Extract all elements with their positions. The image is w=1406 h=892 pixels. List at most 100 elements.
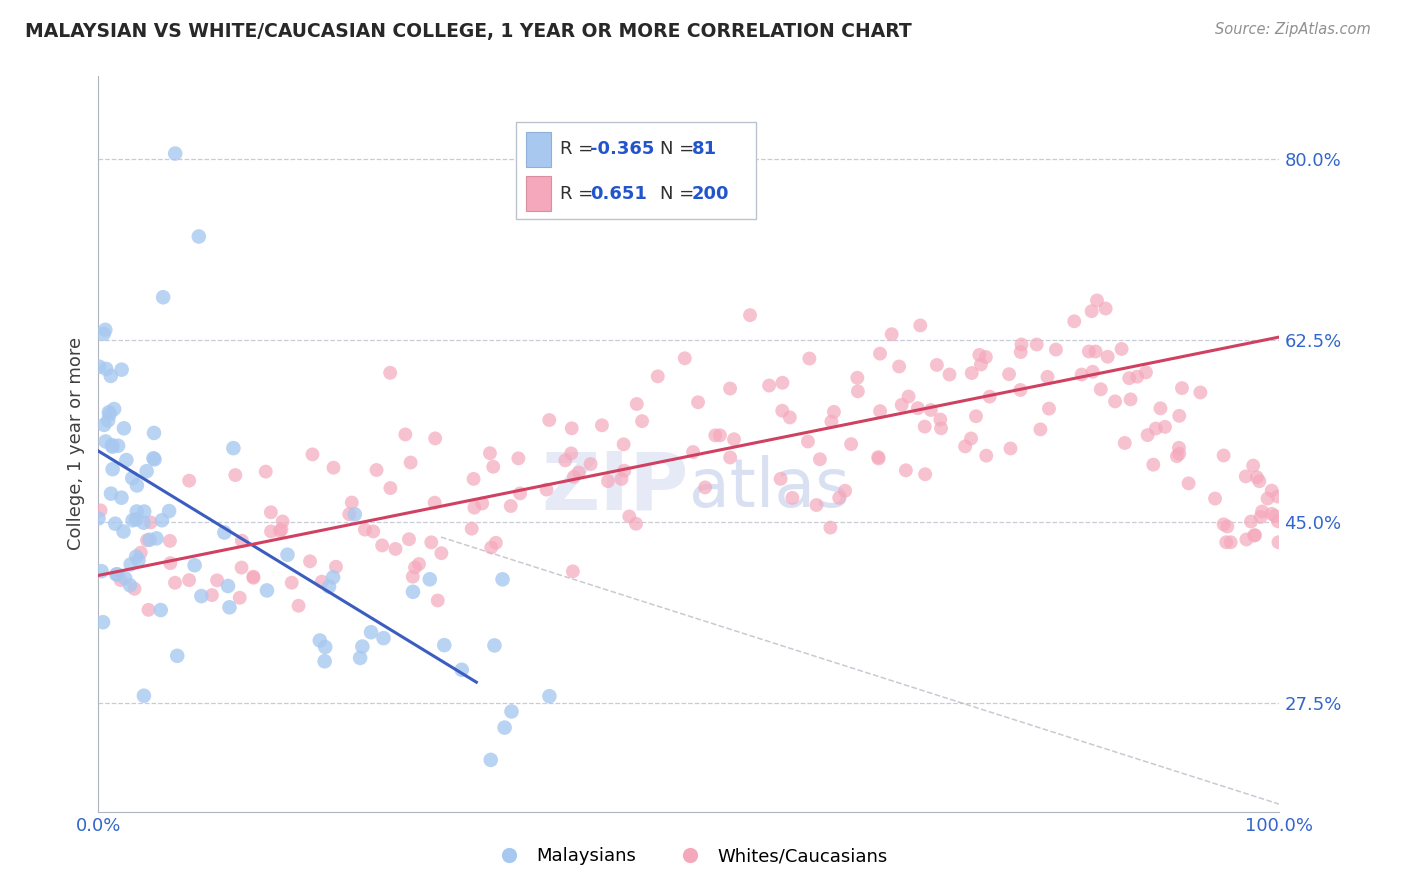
Point (1212, 517, 1234, 532)
Point (461, 522, 484, 536)
Point (340, 495, 363, 509)
Point (260, 524, 283, 539)
Point (1260, 483, 1282, 498)
Point (1267, 490, 1289, 504)
Point (471, 496, 494, 510)
Point (314, 640, 336, 654)
Point (478, 446, 501, 460)
Point (579, 457, 602, 471)
Point (425, 431, 447, 445)
Point (183, 558, 205, 573)
Point (779, 410, 801, 425)
Point (1097, 350, 1119, 364)
Point (970, 358, 993, 372)
Point (110, 491, 132, 505)
Point (1149, 401, 1171, 416)
Point (314, 654, 336, 668)
Point (398, 533, 420, 547)
Point (974, 449, 997, 463)
Point (360, 625, 382, 640)
Point (298, 554, 321, 568)
Point (953, 439, 976, 453)
Point (138, 533, 160, 547)
Point (124, 582, 146, 596)
Point (187, 229, 209, 244)
Point (1010, 383, 1032, 397)
Point (224, 468, 246, 483)
Point (352, 640, 374, 654)
Point (820, 520, 842, 534)
Point (97, 413, 120, 427)
Point (1154, 420, 1177, 434)
Point (311, 574, 333, 589)
Point (1189, 385, 1212, 400)
Point (1234, 469, 1257, 483)
Point (974, 350, 997, 364)
Point (179, 573, 201, 587)
Point (165, 146, 187, 161)
Point (1136, 428, 1159, 442)
Point (682, 445, 704, 459)
Point (1166, 449, 1188, 463)
Point (132, 516, 155, 530)
Point (423, 496, 446, 510)
Point (201, 588, 224, 602)
Point (718, 450, 741, 465)
Point (485, 536, 508, 550)
Point (562, 470, 585, 484)
Point (1249, 474, 1271, 488)
Point (404, 560, 426, 574)
Point (101, 462, 124, 476)
Point (136, 533, 159, 548)
Point (1243, 528, 1265, 542)
Point (149, 603, 172, 617)
Point (101, 440, 124, 454)
Point (145, 532, 167, 546)
Point (132, 689, 155, 703)
Text: ZIP: ZIP (541, 449, 689, 527)
Point (910, 318, 932, 333)
Point (1135, 365, 1157, 379)
Point (718, 382, 741, 396)
Point (738, 308, 761, 322)
Point (318, 580, 340, 594)
Point (87, 511, 110, 525)
Point (1168, 409, 1191, 423)
Point (554, 453, 576, 467)
Point (799, 351, 821, 366)
Point (271, 515, 294, 529)
Point (120, 558, 142, 572)
Point (105, 567, 128, 582)
Point (894, 463, 917, 477)
Point (619, 509, 641, 524)
Point (125, 512, 148, 526)
Point (138, 603, 160, 617)
Text: 200: 200 (692, 185, 730, 202)
Point (222, 441, 245, 455)
Point (1085, 293, 1108, 308)
Point (1250, 510, 1272, 524)
Point (897, 390, 920, 404)
Text: 81: 81 (692, 140, 717, 158)
Point (1144, 421, 1167, 435)
Point (479, 541, 502, 555)
Point (87, 359, 110, 374)
Point (96, 362, 118, 376)
Point (104, 516, 127, 531)
Point (538, 690, 561, 704)
Point (135, 464, 157, 478)
Point (93, 417, 115, 432)
Point (287, 599, 309, 613)
Text: N =: N = (661, 185, 695, 202)
Point (214, 525, 236, 540)
Point (218, 600, 240, 615)
Text: atlas: atlas (689, 455, 849, 521)
Point (536, 483, 558, 497)
Point (509, 486, 531, 500)
Point (157, 504, 180, 518)
Point (1215, 535, 1237, 549)
Point (1244, 528, 1267, 542)
Point (125, 478, 148, 492)
Point (890, 398, 912, 412)
Point (100, 368, 122, 383)
